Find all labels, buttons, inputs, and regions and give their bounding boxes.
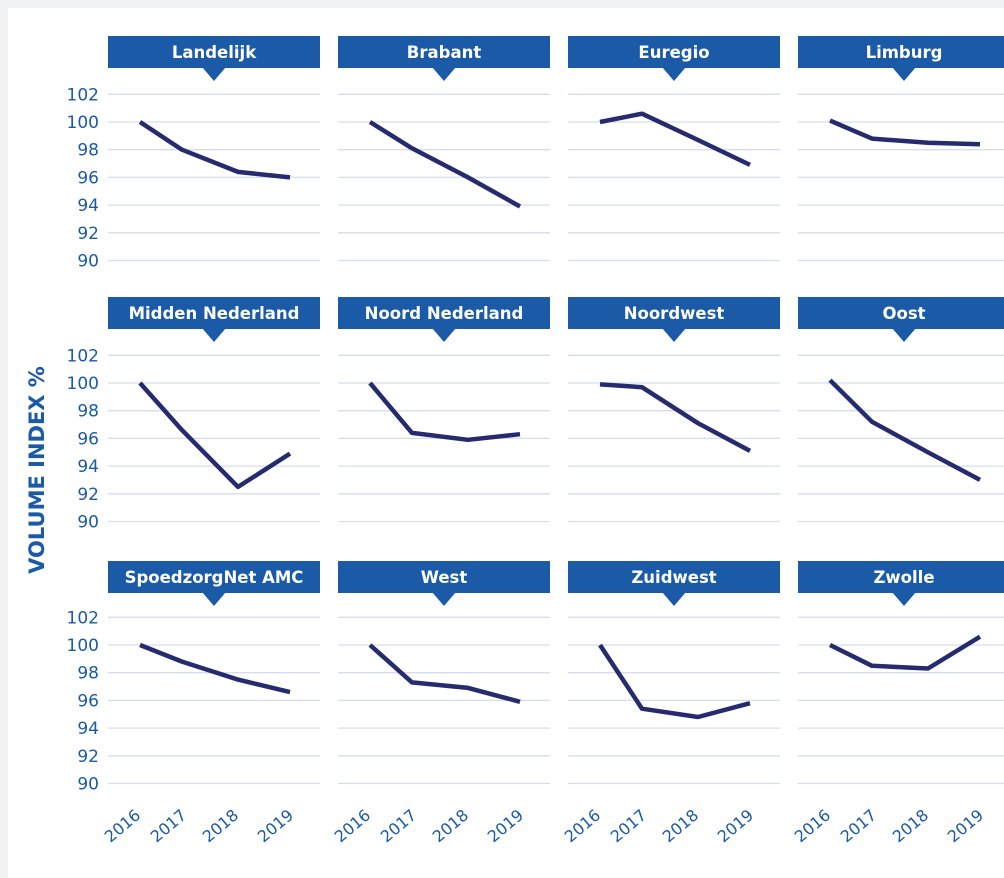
panel-title: Euregio	[638, 43, 709, 62]
panel-header	[108, 561, 320, 593]
panel-title: Noord Nederland	[365, 304, 524, 323]
y-tick-label: 90	[77, 513, 99, 533]
y-tick-label: 92	[77, 485, 99, 505]
y-tick-label: 94	[77, 196, 99, 216]
y-tick-label: 96	[77, 691, 99, 711]
panel-title: SpoedzorgNet AMC	[125, 568, 304, 587]
panel-title: Zuidwest	[631, 568, 716, 587]
y-axis-title: VOLUME INDEX %	[25, 366, 49, 574]
panel-header	[108, 297, 320, 329]
header-pointer	[892, 67, 916, 81]
y-tick-label: 102	[67, 608, 99, 628]
header-pointer	[202, 67, 226, 81]
header-pointer	[432, 67, 456, 81]
panel-oost: Oost	[798, 297, 1004, 523]
chart-panel	[8, 8, 1004, 878]
header-pointer	[432, 592, 456, 606]
header-pointer	[662, 328, 686, 342]
y-tick-label: 94	[77, 457, 99, 477]
series-line	[138, 381, 292, 490]
header-pointer	[892, 592, 916, 606]
y-tick-label: 96	[77, 168, 99, 188]
series-line	[368, 120, 522, 209]
panel-title: Zwolle	[873, 568, 934, 587]
panel-header	[338, 561, 550, 593]
y-tick-label: 100	[67, 374, 99, 394]
header-pointer	[202, 592, 226, 606]
series-line	[599, 382, 752, 453]
panel-noord-nederland: Noord Nederland	[338, 297, 550, 523]
y-tick-label: 100	[67, 113, 99, 133]
panel-header	[798, 36, 1004, 68]
series-line	[368, 643, 521, 704]
panel-title: Midden Nederland	[129, 304, 300, 323]
y-tick-label: 92	[77, 747, 99, 767]
panel-title: Noordwest	[624, 304, 725, 323]
y-tick-label: 98	[77, 664, 99, 684]
header-pointer	[432, 328, 456, 342]
y-tick-label: 100	[67, 636, 99, 656]
panel-header	[568, 297, 780, 329]
header-pointer	[202, 328, 226, 342]
panel-title: Landelijk	[172, 43, 257, 62]
series-line	[598, 643, 751, 720]
series-line	[139, 642, 291, 695]
header-pointer	[662, 592, 686, 606]
header-pointer	[662, 67, 686, 81]
panel-header	[568, 561, 780, 593]
series-line	[138, 120, 291, 180]
series-line	[599, 111, 751, 167]
y-tick-label: 98	[77, 402, 99, 422]
y-tick-label: 92	[77, 224, 99, 244]
panel-header	[798, 561, 1004, 593]
y-tick-label: 102	[67, 85, 99, 105]
panel-header	[338, 297, 550, 329]
panel-euregio: Euregio	[568, 36, 780, 262]
series-line	[829, 634, 982, 671]
y-tick-label: 94	[77, 719, 99, 739]
panel-header	[108, 36, 320, 68]
panel-limburg: Limburg	[798, 36, 1004, 262]
panel-header	[568, 36, 780, 68]
panel-title: Brabant	[407, 43, 482, 62]
panel-header	[798, 297, 1004, 329]
series-line	[829, 118, 981, 147]
panel-noordwest: Noordwest	[568, 297, 780, 523]
panel-landelijk: 102 100 98 96 94 92 90 Landelijk	[67, 36, 320, 272]
panel-title: Limburg	[866, 43, 943, 62]
y-tick-label: 90	[77, 775, 99, 795]
panel-midden-nederland: 102 100 98 96 94 92 90 Midden Nederland	[67, 297, 320, 533]
header-pointer	[892, 328, 916, 342]
y-tick-label: 96	[77, 429, 99, 449]
series-line	[828, 378, 982, 482]
panel-title: Oost	[882, 304, 925, 323]
panel-header	[338, 36, 550, 68]
y-tick-label: 90	[77, 252, 99, 272]
panel-title: West	[421, 568, 468, 587]
series-line	[368, 381, 521, 443]
panel-brabant: Brabant	[338, 36, 550, 262]
y-tick-label: 98	[77, 141, 99, 161]
y-tick-label: 102	[67, 346, 99, 366]
